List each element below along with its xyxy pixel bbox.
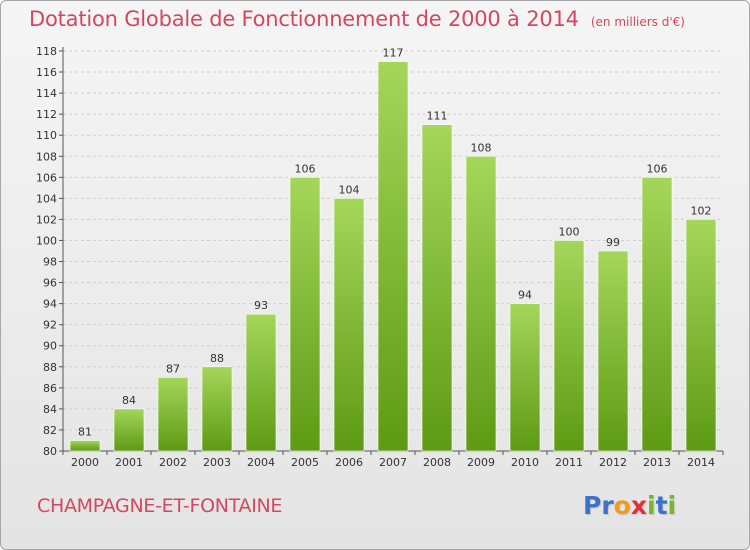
bar-value-label: 93 bbox=[254, 299, 268, 312]
bar-value-label: 108 bbox=[471, 141, 492, 154]
bar-layer bbox=[69, 61, 717, 452]
bar bbox=[377, 61, 409, 452]
bar-value-label: 87 bbox=[166, 362, 180, 375]
y-tick-label: 80 bbox=[43, 445, 57, 458]
bar bbox=[157, 377, 189, 452]
bar bbox=[685, 219, 717, 452]
label-layer: 81 84 87 88 93 106 104 117 111 108 94 100 99 106 102 bbox=[78, 47, 712, 439]
commune-name: CHAMPAGNE-ET-FONTAINE bbox=[37, 495, 283, 517]
y-tick-label: 82 bbox=[43, 424, 57, 437]
bar-value-label: 88 bbox=[210, 352, 224, 365]
bar-value-label: 94 bbox=[518, 289, 532, 302]
proxiti-logo: Proxiti bbox=[583, 491, 676, 520]
x-tick-label: 2003 bbox=[203, 456, 231, 469]
logo-letter: P bbox=[583, 491, 602, 520]
x-tick-label: 2006 bbox=[335, 456, 363, 469]
bar bbox=[289, 177, 321, 452]
unit-note: (en milliers d'€) bbox=[590, 15, 685, 29]
y-tick-label: 98 bbox=[43, 256, 57, 269]
x-tick-label: 2012 bbox=[599, 456, 627, 469]
y-tick-label: 102 bbox=[36, 213, 57, 226]
x-tick-label: 2013 bbox=[643, 456, 671, 469]
y-tick-label: 84 bbox=[43, 403, 57, 416]
y-tick-label: 114 bbox=[36, 87, 57, 100]
logo-letter: r bbox=[601, 491, 614, 520]
bar bbox=[465, 155, 497, 452]
x-tick-label: 2001 bbox=[115, 456, 143, 469]
x-tick-label: 2004 bbox=[247, 456, 275, 469]
logo-letter: t bbox=[655, 491, 668, 520]
x-tick-label: 2009 bbox=[467, 456, 495, 469]
x-tick-label: 2014 bbox=[687, 456, 715, 469]
y-tick-label: 90 bbox=[43, 340, 57, 353]
y-tick-label: 112 bbox=[36, 108, 57, 121]
x-tick-label: 2010 bbox=[511, 456, 539, 469]
y-tick-label: 104 bbox=[36, 192, 57, 205]
y-tick-label: 108 bbox=[36, 150, 57, 163]
y-tick-label: 106 bbox=[36, 171, 57, 184]
bar bbox=[421, 124, 453, 452]
x-tick-label: 2005 bbox=[291, 456, 319, 469]
y-tick-label: 96 bbox=[43, 277, 57, 290]
bar bbox=[333, 198, 365, 452]
x-tick-label: 2008 bbox=[423, 456, 451, 469]
chart-title-text: Dotation Globale de Fonctionnement de 20… bbox=[29, 7, 579, 31]
bar bbox=[113, 408, 145, 452]
y-tick-label: 110 bbox=[36, 129, 57, 142]
x-tick-label: 2002 bbox=[159, 456, 187, 469]
bar-value-label: 104 bbox=[339, 183, 360, 196]
bar-value-label: 106 bbox=[295, 162, 316, 175]
bar-value-label: 81 bbox=[78, 425, 92, 438]
logo-letter: x bbox=[630, 491, 647, 520]
bar bbox=[69, 440, 101, 452]
logo-letter: i bbox=[667, 491, 677, 520]
bar-value-label: 102 bbox=[691, 204, 712, 217]
x-tick-label: 2011 bbox=[555, 456, 583, 469]
bar bbox=[597, 250, 629, 452]
bar bbox=[245, 313, 277, 452]
logo-letter: o bbox=[613, 491, 631, 520]
x-tick-label: 2000 bbox=[71, 456, 99, 469]
bar-value-label: 99 bbox=[606, 236, 620, 249]
bar bbox=[509, 303, 541, 452]
logo-letter: i bbox=[647, 491, 656, 520]
y-tick-label: 92 bbox=[43, 319, 57, 332]
y-tick-label: 100 bbox=[36, 234, 57, 247]
y-tick-label: 88 bbox=[43, 361, 57, 374]
y-tick-label: 118 bbox=[36, 45, 57, 58]
y-tick-label: 116 bbox=[36, 66, 57, 79]
bar bbox=[553, 240, 585, 452]
bar bbox=[641, 177, 673, 452]
y-tick-label: 86 bbox=[43, 382, 57, 395]
x-tick-label: 2007 bbox=[379, 456, 407, 469]
bar-value-label: 106 bbox=[647, 162, 668, 175]
chart-title: Dotation Globale de Fonctionnement de 20… bbox=[29, 7, 685, 31]
y-tick-label: 94 bbox=[43, 298, 57, 311]
bar-value-label: 111 bbox=[427, 110, 448, 123]
bar-value-label: 100 bbox=[559, 225, 580, 238]
bar bbox=[201, 366, 233, 452]
bar-value-label: 84 bbox=[122, 394, 136, 407]
bar-value-label: 117 bbox=[383, 47, 404, 60]
